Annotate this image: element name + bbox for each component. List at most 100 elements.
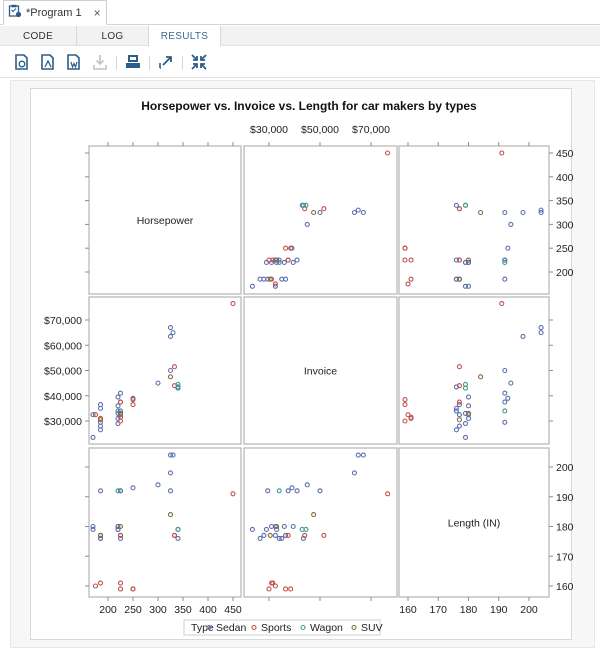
data-point — [538, 325, 544, 331]
data-point — [402, 245, 408, 251]
data-point — [321, 206, 327, 212]
legend-marker-icon — [251, 624, 257, 631]
data-point — [115, 403, 121, 409]
data-point — [462, 283, 469, 289]
download-rtf-icon[interactable] — [66, 54, 82, 70]
data-point — [249, 526, 255, 533]
data-point — [502, 259, 508, 266]
data-point — [456, 417, 462, 423]
data-point — [289, 485, 295, 491]
data-point — [115, 408, 121, 414]
data-point — [92, 412, 99, 418]
tab-code[interactable]: CODE — [0, 26, 77, 46]
data-point — [97, 488, 104, 494]
close-tab-icon[interactable]: × — [93, 5, 101, 20]
data-point — [167, 488, 174, 494]
data-point — [267, 276, 273, 282]
collapse-icon[interactable] — [191, 54, 207, 70]
matrix-panels: Horsepower Invoice Length (IN) — [88, 145, 550, 598]
data-point — [261, 532, 267, 538]
data-point — [274, 257, 280, 263]
y-tick-label: 450 — [556, 148, 573, 160]
data-point — [90, 412, 96, 418]
data-point — [283, 586, 289, 592]
program-tab-title: *Program 1 — [26, 6, 82, 19]
data-point — [321, 532, 327, 538]
data-point — [171, 364, 178, 370]
data-point — [90, 526, 96, 533]
data-point — [281, 523, 287, 530]
data-point — [281, 259, 287, 266]
data-point — [170, 330, 176, 336]
data-point — [402, 418, 408, 424]
data-point — [453, 408, 459, 414]
print-icon[interactable] — [125, 54, 141, 70]
data-point — [502, 390, 508, 396]
data-point — [299, 526, 305, 533]
data-point — [304, 482, 310, 488]
matrix-panel — [398, 447, 550, 598]
legend-box — [183, 619, 381, 636]
tab-results[interactable]: RESULTS — [149, 26, 221, 46]
legend-entry: Wagon — [310, 622, 343, 634]
data-point — [311, 209, 317, 216]
y-tick-label: $50,000 — [44, 366, 82, 378]
program-tab[interactable]: *Program 1 × — [3, 0, 107, 25]
data-point — [90, 434, 96, 440]
data-point — [456, 399, 462, 405]
tab-log[interactable]: LOG — [77, 26, 149, 46]
open-new-window-icon[interactable] — [158, 54, 174, 70]
data-point — [456, 276, 462, 282]
data-point — [97, 417, 104, 423]
data-point — [97, 535, 104, 541]
x-tick-label: 180 — [460, 604, 478, 616]
data-point — [115, 526, 121, 533]
data-point — [402, 396, 408, 403]
data-point — [290, 523, 296, 530]
data-point — [115, 415, 121, 422]
legend-title: Type — [191, 622, 214, 634]
toolbar-divider — [116, 56, 117, 70]
chart-container: Horsepower vs. Invoice vs. Length for ca… — [30, 88, 574, 640]
toolbar-divider — [182, 56, 183, 70]
data-point — [294, 488, 300, 494]
matrix-panel — [88, 296, 242, 445]
data-point — [405, 412, 411, 418]
data-point — [90, 523, 96, 530]
data-point — [462, 420, 469, 427]
data-point — [276, 488, 282, 494]
data-point — [230, 301, 236, 307]
data-point — [304, 221, 310, 227]
data-point — [288, 586, 294, 592]
legend-entries: Sedan Sports Wagon SUV — [206, 622, 383, 634]
data-point — [502, 367, 508, 374]
x-tick-label: 160 — [399, 604, 417, 616]
data-point — [453, 405, 459, 411]
data-point — [130, 485, 136, 491]
legend-marker-icon — [206, 624, 212, 631]
data-point — [117, 410, 124, 416]
matrix-panel — [88, 447, 242, 598]
data-point — [351, 209, 357, 216]
x-tick-label: 250 — [124, 604, 142, 616]
data-point — [478, 209, 484, 216]
data-point — [456, 364, 462, 370]
data-point — [462, 259, 469, 266]
data-point — [478, 374, 484, 380]
data-point — [266, 257, 272, 263]
y-tick-label: 160 — [556, 581, 573, 593]
download-html-icon[interactable] — [14, 54, 30, 70]
legend-marker-icon — [300, 624, 306, 631]
data-point — [117, 586, 124, 592]
data-point — [167, 367, 174, 374]
data-point — [175, 535, 181, 541]
data-point — [167, 452, 174, 458]
data-point — [267, 532, 273, 538]
data-point — [276, 535, 282, 541]
data-point — [175, 385, 181, 391]
data-point — [465, 403, 472, 409]
data-point — [276, 257, 282, 263]
legend-entry: Sedan — [216, 622, 247, 634]
download-pdf-icon[interactable] — [40, 54, 56, 70]
data-point — [408, 257, 414, 263]
